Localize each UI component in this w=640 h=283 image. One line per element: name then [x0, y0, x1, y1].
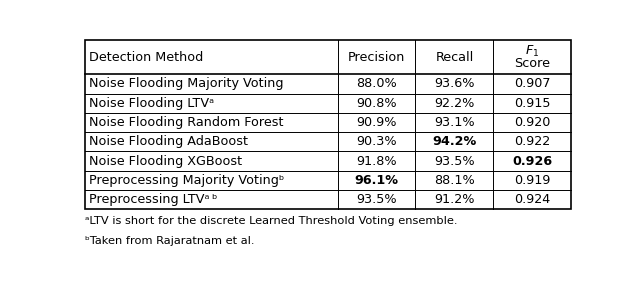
Text: 90.3%: 90.3%	[356, 135, 397, 148]
Text: Noise Flooding LTVᵃ: Noise Flooding LTVᵃ	[89, 97, 214, 110]
Text: 96.1%: 96.1%	[355, 174, 399, 187]
Text: Precision: Precision	[348, 51, 405, 64]
Text: 93.5%: 93.5%	[434, 155, 475, 168]
Text: 0.926: 0.926	[512, 155, 552, 168]
Text: Detection Method: Detection Method	[89, 51, 203, 64]
Text: $F_1$: $F_1$	[525, 44, 540, 59]
Text: Noise Flooding AdaBoost: Noise Flooding AdaBoost	[89, 135, 248, 148]
Text: 93.5%: 93.5%	[356, 193, 397, 206]
Text: 94.2%: 94.2%	[432, 135, 477, 148]
Text: 0.920: 0.920	[514, 116, 550, 129]
Text: 91.8%: 91.8%	[356, 155, 397, 168]
Text: 88.0%: 88.0%	[356, 78, 397, 91]
Text: 0.922: 0.922	[514, 135, 550, 148]
Text: Noise Flooding Random Forest: Noise Flooding Random Forest	[89, 116, 284, 129]
Text: ᵇTaken from Rajaratnam et al.: ᵇTaken from Rajaratnam et al.	[85, 235, 255, 246]
Bar	[85, 40, 571, 209]
Text: Noise Flooding Majority Voting: Noise Flooding Majority Voting	[89, 78, 284, 91]
Text: 92.2%: 92.2%	[434, 97, 475, 110]
Text: 91.2%: 91.2%	[434, 193, 475, 206]
Text: 90.9%: 90.9%	[356, 116, 397, 129]
Text: 0.924: 0.924	[514, 193, 550, 206]
Text: Noise Flooding XGBoost: Noise Flooding XGBoost	[89, 155, 242, 168]
Text: 0.907: 0.907	[514, 78, 550, 91]
Text: Preprocessing Majority Votingᵇ: Preprocessing Majority Votingᵇ	[89, 174, 284, 187]
Text: Recall: Recall	[435, 51, 474, 64]
Text: Preprocessing LTVᵃ ᵇ: Preprocessing LTVᵃ ᵇ	[89, 193, 218, 206]
Text: Score: Score	[514, 57, 550, 70]
Text: 88.1%: 88.1%	[434, 174, 475, 187]
Text: 90.8%: 90.8%	[356, 97, 397, 110]
Text: 93.1%: 93.1%	[434, 116, 475, 129]
Text: ᵃLTV is short for the discrete Learned Threshold Voting ensemble.: ᵃLTV is short for the discrete Learned T…	[85, 216, 458, 226]
Text: 0.919: 0.919	[514, 174, 550, 187]
Text: 93.6%: 93.6%	[434, 78, 475, 91]
Text: 0.915: 0.915	[514, 97, 550, 110]
